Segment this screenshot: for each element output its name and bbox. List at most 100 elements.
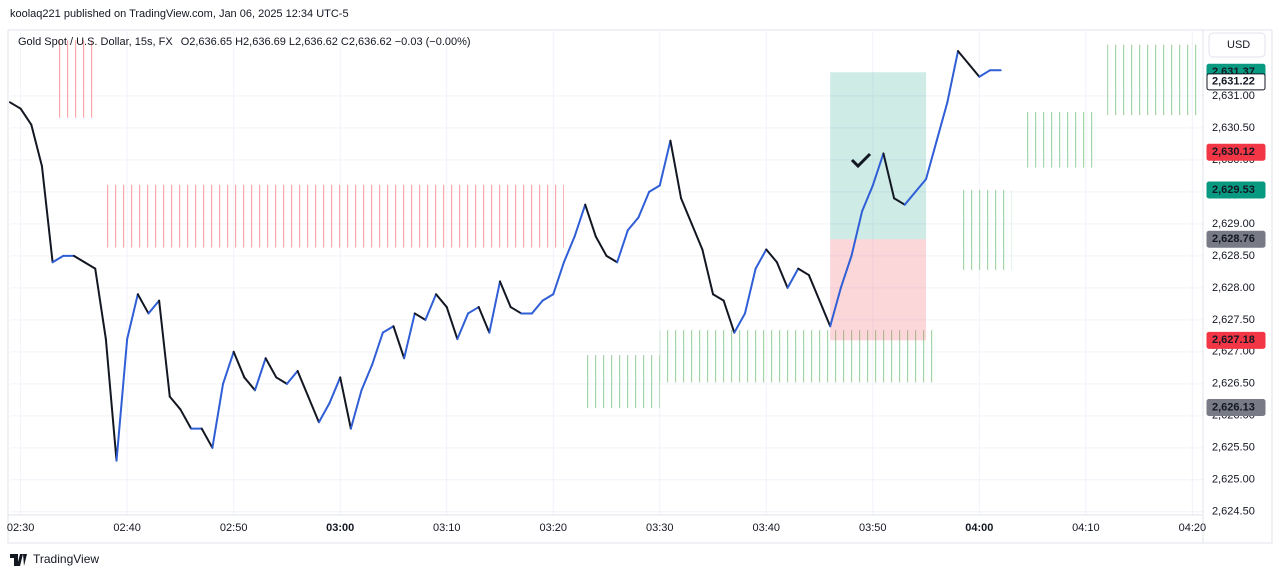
price-segment [861, 184, 874, 213]
price-label-box [1206, 331, 1266, 349]
price-segment [307, 395, 320, 424]
price-segment [243, 376, 256, 392]
currency-button[interactable] [1208, 32, 1266, 58]
x-tick-label: 04:20 [1179, 522, 1207, 534]
price-label-box [1206, 73, 1266, 91]
zone [1021, 111, 1097, 168]
x-tick-label: 02:50 [220, 522, 248, 534]
price-segment [743, 267, 757, 315]
price-segment [328, 376, 342, 405]
price-segment [200, 427, 214, 449]
zone [1107, 44, 1203, 116]
price-segment [381, 325, 395, 334]
price-segment [147, 299, 161, 315]
y-tick-label: 2,625.00 [1212, 474, 1255, 486]
price-segment [893, 197, 906, 206]
y-tick-label: 2,628.00 [1212, 282, 1255, 294]
price-segment [946, 50, 960, 104]
price-segment [115, 338, 129, 462]
price-segment [445, 306, 459, 341]
zones [52, 40, 1203, 409]
price-segment [690, 222, 704, 251]
price-segment [72, 254, 86, 264]
y-tick-label: 2,625.50 [1212, 442, 1255, 454]
price-segment [637, 190, 651, 219]
zone [958, 189, 1012, 270]
price-segment [765, 248, 778, 264]
price-segment [680, 197, 693, 225]
price-segment [498, 280, 512, 309]
price-segment [275, 376, 288, 385]
price-segment [978, 69, 991, 78]
price-segment [829, 286, 842, 328]
zone [659, 330, 937, 383]
y-tick-label: 2,629.00 [1212, 218, 1255, 230]
price-segment [786, 267, 800, 289]
price-segment [211, 382, 225, 449]
y-tick-label: 2,624.50 [1212, 506, 1255, 518]
price-segment [424, 293, 438, 321]
price-label: 2,631.22 [1212, 76, 1255, 88]
price-segment [914, 178, 928, 193]
price-segment [40, 165, 54, 264]
chart-frame [7, 29, 1273, 544]
target-zone [830, 72, 927, 240]
price-segment [594, 235, 608, 257]
currency-label: USD [1227, 39, 1250, 51]
position-tool [830, 72, 927, 341]
price-segment [477, 306, 491, 334]
price-segment [562, 235, 576, 264]
price-segment [701, 248, 715, 296]
axes: 02:30 02:40 02:50 03:00 03:10 03:20 03:30 03:40… [7, 90, 1255, 534]
price-segment [30, 123, 43, 168]
price-segment [850, 210, 864, 257]
price-segment [232, 350, 246, 379]
y-tick-label: 2,631.00 [1212, 90, 1255, 102]
x-tick-label: 02:30 [7, 522, 35, 534]
zone [105, 184, 564, 248]
zone [585, 355, 660, 409]
price-segment [264, 357, 278, 379]
price-segment [19, 107, 33, 126]
price-segment [136, 293, 150, 315]
brand: TradingView [33, 552, 99, 566]
price-segment [403, 312, 416, 360]
price-segment [488, 280, 501, 334]
price-segment [392, 325, 406, 360]
price-labels: 2,631.372,631.222,630.122,629.532,628.76… [1206, 63, 1266, 417]
price-segment [371, 331, 384, 366]
price-segment [158, 299, 171, 398]
price-segment [957, 50, 970, 65]
symbol: Gold Spot / U.S. Dollar, 15s, FX [18, 36, 173, 48]
price-segment [179, 408, 193, 430]
price-segment [839, 254, 853, 289]
price-label: 2,630.12 [1212, 146, 1255, 158]
price-segment [467, 306, 480, 315]
price-segment [775, 261, 789, 289]
y-tick-label: 2,630.50 [1212, 122, 1255, 134]
price-segment [349, 389, 363, 430]
price-segment [51, 254, 65, 264]
brand-logo [10, 554, 27, 566]
price-segment [530, 299, 544, 315]
price-label-box [1206, 143, 1266, 161]
price-segment [573, 203, 587, 238]
price-segment [935, 101, 949, 142]
price-segment [339, 376, 352, 430]
zone [52, 40, 96, 118]
price-segment [626, 216, 640, 232]
price-segment [509, 306, 523, 315]
x-tick-label: 03:10 [433, 522, 461, 534]
price-segment [648, 184, 661, 193]
price-segment [94, 267, 107, 341]
price-segment [616, 229, 629, 264]
price-label-box [1206, 399, 1266, 417]
x-tick-label: 03:40 [753, 522, 781, 534]
price-segment [253, 357, 267, 392]
x-tick-label: 04:00 [965, 522, 993, 534]
x-tick-label: 03:00 [326, 522, 354, 534]
y-tick-label: 2,627.50 [1212, 314, 1255, 326]
price-segment [456, 312, 470, 341]
price-label: 2,628.76 [1212, 233, 1255, 245]
